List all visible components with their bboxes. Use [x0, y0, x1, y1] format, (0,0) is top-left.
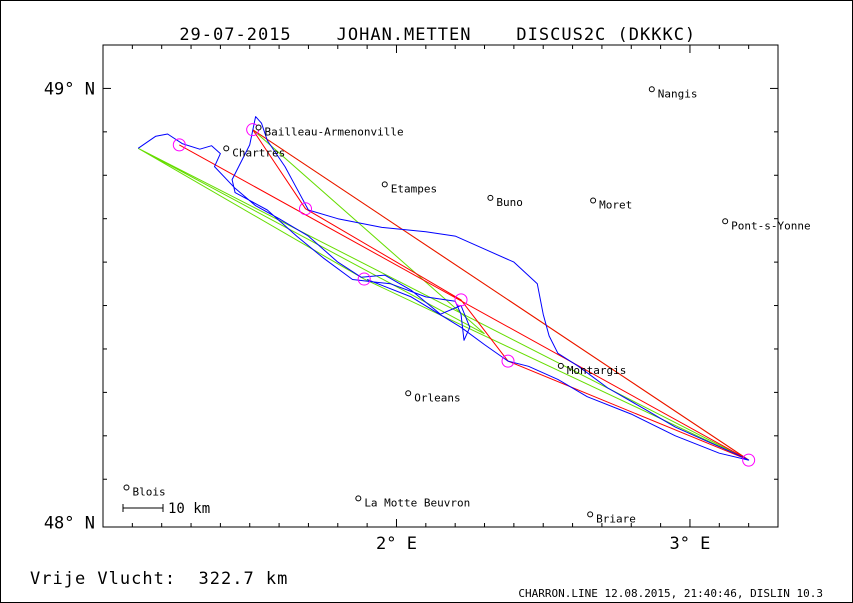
- town-marker: [223, 145, 230, 152]
- town-marker: [255, 124, 262, 131]
- town-label: Blois: [132, 485, 165, 498]
- scale-bar: 10 km: [122, 501, 210, 517]
- town-marker: [123, 484, 130, 491]
- flight-track: [137, 116, 750, 461]
- lon-label: 3° E: [669, 534, 710, 554]
- town-label: Bailleau-Armenonville: [265, 126, 404, 139]
- town-marker: [557, 362, 564, 369]
- town-label: La Motte Beuvron: [364, 496, 470, 509]
- task-line-green: [137, 129, 749, 461]
- software-info: CHARRON.LINE 12.08.2015, 21:40:46, DISLI…: [518, 587, 823, 600]
- turnpoints: [172, 123, 756, 467]
- turnpoint-marker: [357, 272, 371, 286]
- town-label: Moret: [599, 198, 632, 211]
- town-label: Montargis: [567, 364, 627, 377]
- turnpoint-marker: [742, 453, 756, 467]
- town-marker: [487, 194, 494, 201]
- axis-labels: 49° N 48° N 2° E 3° E: [44, 79, 711, 554]
- town-label: Orleans: [414, 391, 460, 404]
- town-marker: [355, 495, 362, 502]
- page-title: 29-07-2015 JOHAN.METTEN DISCUS2C (DKKKC): [0, 10, 853, 44]
- turnpoint-marker: [454, 293, 468, 307]
- glider-name: DISCUS2C (DKKKC): [516, 25, 697, 45]
- town-marker: [722, 218, 729, 225]
- pilot-name: JOHAN.METTEN: [336, 25, 472, 45]
- task-lines-green: [137, 129, 749, 461]
- axis-ticks: [103, 45, 778, 527]
- turnpoint-marker: [501, 354, 515, 368]
- lat-label: 48° N: [44, 514, 95, 534]
- town-marker: [381, 181, 388, 188]
- map-plot-area: [102, 44, 779, 528]
- scale-bar-label: 10 km: [168, 501, 210, 517]
- town-label: Buno: [496, 196, 523, 209]
- town-marker: [405, 390, 412, 397]
- town-label: Nangis: [658, 87, 698, 100]
- turnpoint-marker: [299, 202, 312, 216]
- town-marker: [590, 197, 597, 204]
- town-label: Etampes: [391, 182, 437, 195]
- lon-label: 2° E: [376, 534, 417, 554]
- town-label: Pont-s-Yonne: [731, 219, 810, 232]
- town-marker: [648, 86, 655, 93]
- town-label: Chartres: [232, 146, 285, 159]
- lat-label: 49° N: [44, 79, 95, 99]
- town-markers: Nangis Bailleau-Armenonville Chartres Etamp…: [123, 86, 811, 525]
- town-marker: [587, 511, 594, 518]
- gps-track-line: [137, 116, 750, 461]
- town-label: Briare: [596, 512, 636, 525]
- flight-date: 29-07-2015: [179, 25, 292, 45]
- turnpoint-marker: [172, 138, 186, 152]
- free-flight-distance: Vrije Vlucht: 322.7 km: [30, 569, 289, 589]
